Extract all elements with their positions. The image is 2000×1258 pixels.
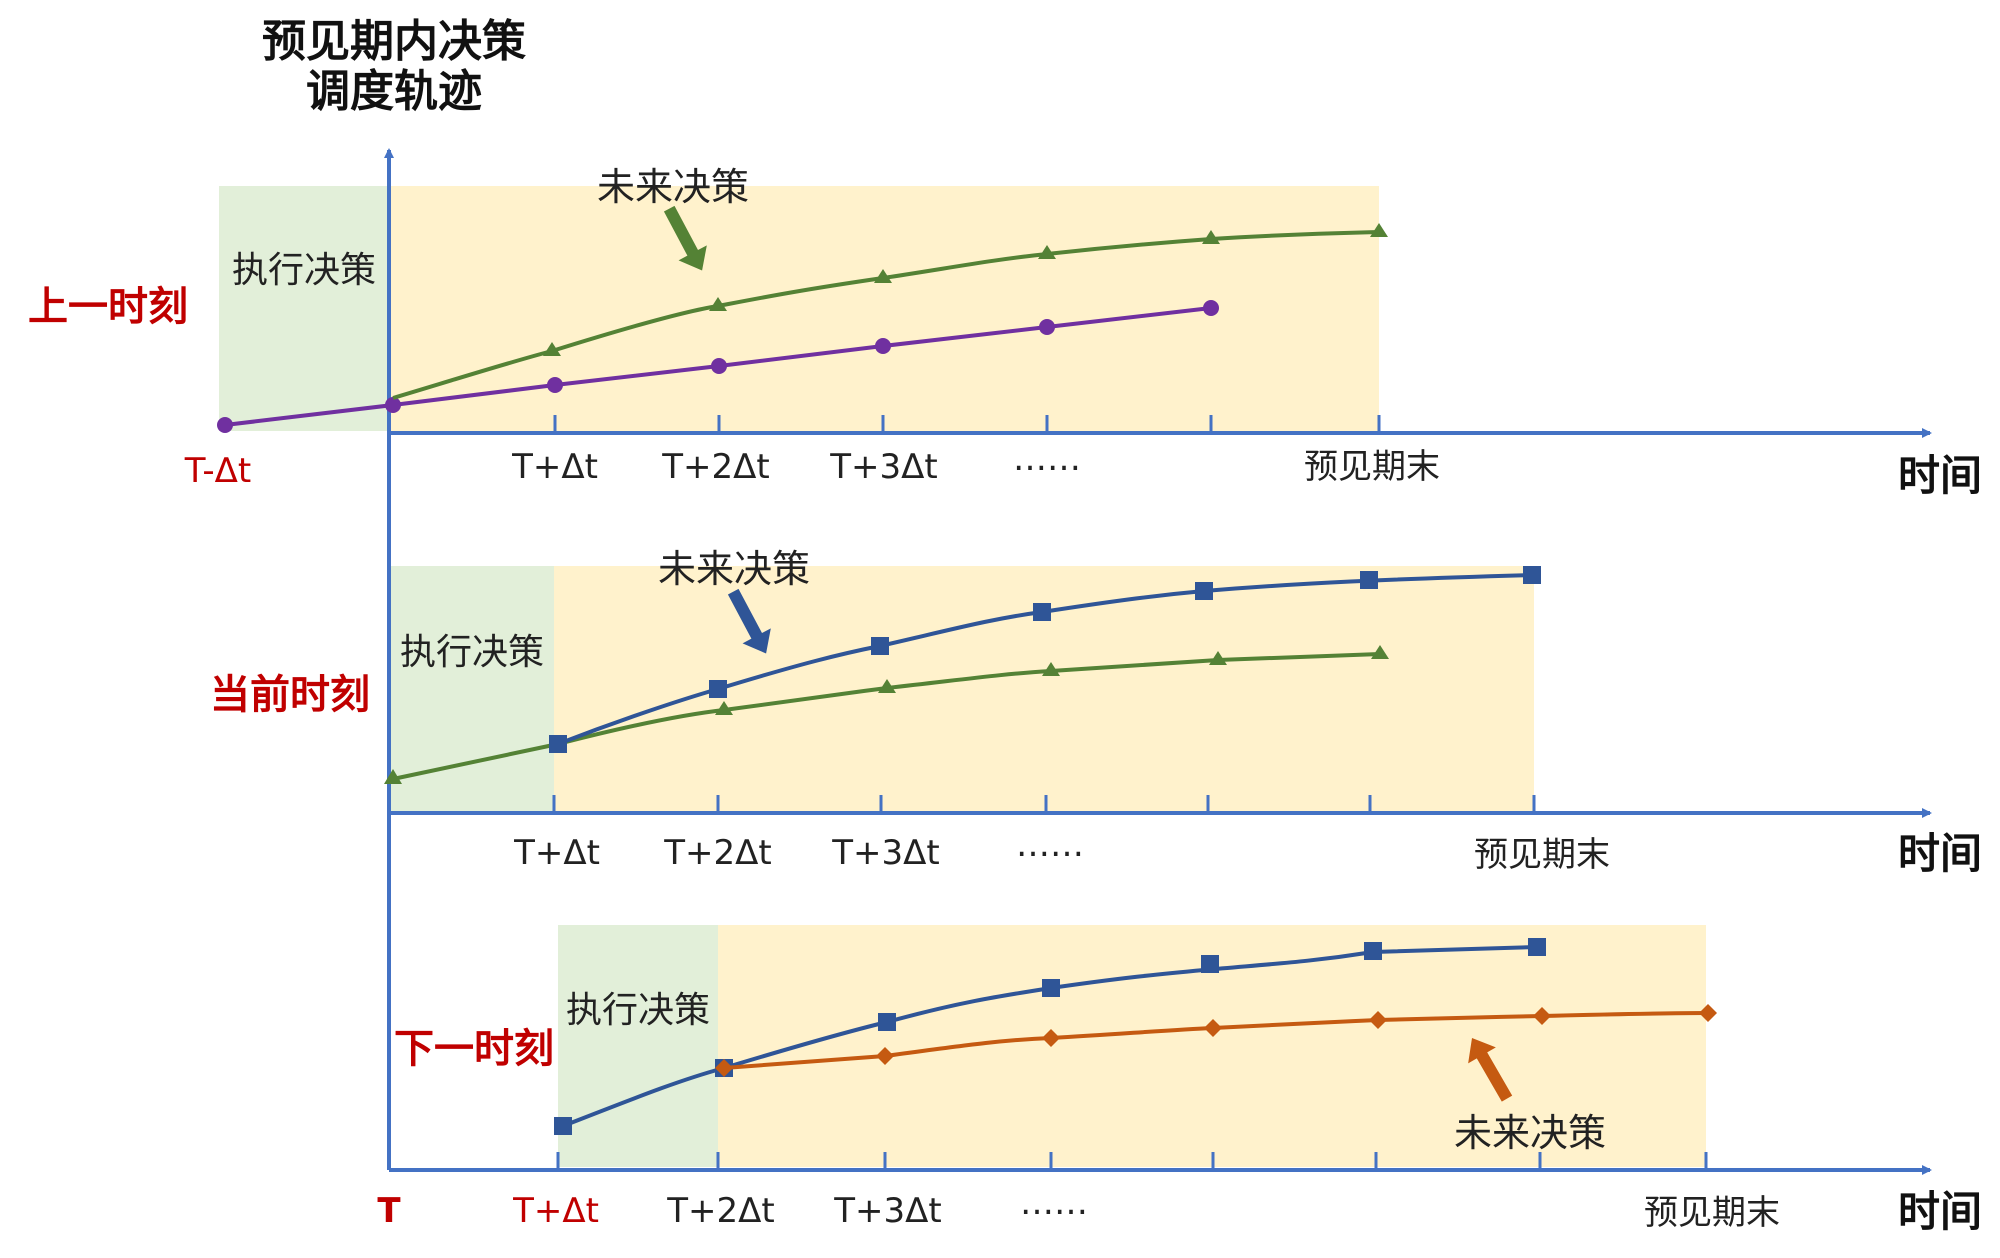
row2-time-label: 时间 <box>1898 829 1982 878</box>
y-axis-title-line1: 预见期内决策 <box>262 16 526 67</box>
row2-blue-line <box>557 573 1533 746</box>
row2-tick-marks <box>552 795 1536 813</box>
row2-exec-label: 执行决策 <box>400 632 544 673</box>
row3-tick-t-plus-2dt: T+2Δt <box>666 1191 774 1231</box>
row2-green-line <box>392 652 1381 781</box>
row3-future-label: 未来决策 <box>1454 1111 1606 1155</box>
row1-exec-label: 执行决策 <box>232 250 376 291</box>
row2-horizon-end: 预见期末 <box>1474 835 1610 875</box>
row2-tick-t-plus-3dt: T+3Δt <box>831 833 939 873</box>
row3-tick-t-plus-3dt: T+3Δt <box>833 1191 941 1231</box>
row1-green-markers <box>543 223 1388 356</box>
row1-tick-t-plus-dt: T+Δt <box>511 447 598 487</box>
row1-tick-t-minus-dt: T-Δt <box>184 451 252 491</box>
row3-tick-marks <box>556 1152 1708 1170</box>
row2-exec-region <box>389 566 554 811</box>
row2-tick-t-plus-2dt: T+2Δt <box>663 833 771 873</box>
row3-orange-markers <box>715 1004 1717 1077</box>
row3-time-label: 时间 <box>1898 1187 1982 1236</box>
row2-future-arrow <box>727 588 771 654</box>
row2-label: 当前时刻 <box>210 672 370 718</box>
row3-label: 下一时刻 <box>394 1026 554 1072</box>
row2-blue-markers <box>549 566 1541 753</box>
row2-tick-ellipsis: …… <box>1016 825 1084 865</box>
row1-tick-ellipsis: …… <box>1013 439 1081 479</box>
row3-tick-ellipsis: …… <box>1020 1183 1088 1223</box>
row2-future-label: 未来决策 <box>658 547 810 591</box>
row1-tick-t-plus-2dt: T+2Δt <box>661 447 769 487</box>
row3-exec-region <box>558 925 718 1167</box>
row1-purple-markers <box>217 300 1219 433</box>
row3-orange-line <box>723 1011 1709 1070</box>
row3-future-arrow <box>1468 1038 1513 1102</box>
row3-horizon-end: 预见期末 <box>1644 1193 1780 1233</box>
row1-label: 上一时刻 <box>28 284 188 330</box>
row1-time-label: 时间 <box>1898 451 1982 500</box>
row1-future-region <box>389 186 1379 431</box>
row1-tick-t-plus-3dt: T+3Δt <box>829 447 937 487</box>
row2-tick-t-plus-dt: T+Δt <box>513 833 600 873</box>
row2-future-region <box>554 566 1534 811</box>
row1-horizon-end: 预见期末 <box>1304 447 1440 487</box>
row3-origin-label: T <box>377 1191 401 1231</box>
row1-exec-region <box>219 186 389 431</box>
row1-future-arrow <box>663 205 707 271</box>
y-axis-title-line2: 调度轨迹 <box>306 66 482 117</box>
row3-tick-t-plus-dt: T+Δt <box>512 1191 599 1231</box>
row2-green-markers <box>384 645 1389 784</box>
row3-exec-label: 执行决策 <box>566 990 710 1031</box>
row1-tick-marks <box>553 415 1381 433</box>
row1-future-label: 未来决策 <box>597 165 749 209</box>
